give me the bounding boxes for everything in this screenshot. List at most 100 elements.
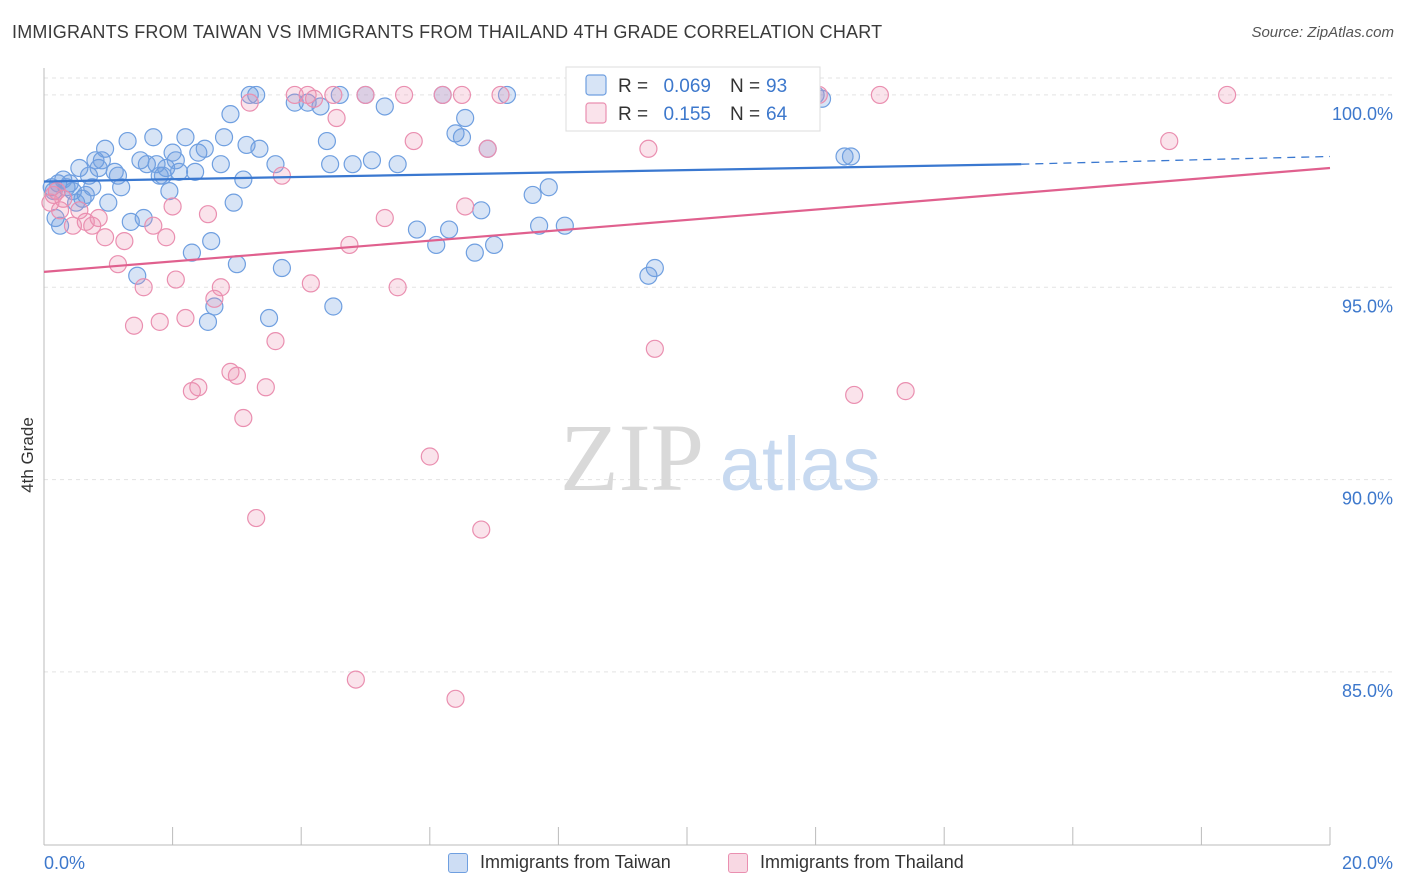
data-point: [375, 97, 394, 116]
data-point: [166, 151, 185, 170]
data-point: [144, 128, 163, 147]
legend-n-value: 64: [766, 104, 788, 125]
data-point: [645, 258, 664, 278]
data-point: [176, 308, 195, 328]
data-point: [166, 270, 185, 289]
source-label: Source: ZipAtlas.com: [1251, 24, 1394, 41]
legend-label-thailand: Immigrants from Thailand: [760, 852, 964, 872]
data-point: [198, 205, 218, 224]
data-point: [182, 243, 201, 262]
legend-n-value: 93: [766, 76, 787, 97]
data-point: [112, 178, 131, 197]
data-point: [327, 108, 346, 128]
data-point: [523, 185, 542, 205]
legend-n-label: N =: [730, 104, 760, 125]
data-point: [240, 85, 259, 105]
series-taiwan: [42, 85, 861, 331]
data-point: [301, 274, 320, 293]
data-point: [285, 85, 304, 105]
y-tick-label: 95.0%: [1342, 296, 1393, 316]
watermark-atlas: atlas: [720, 422, 881, 507]
legend-item-thailand[interactable]: Immigrants from Thailand: [728, 852, 964, 873]
data-point: [134, 278, 153, 297]
data-point: [160, 181, 179, 201]
trend-extension-taiwan: [1021, 155, 1331, 165]
data-point: [83, 178, 102, 197]
data-point: [404, 131, 423, 151]
legend-r-value: 0.069: [663, 76, 711, 97]
data-point: [134, 208, 153, 228]
data-point: [92, 151, 111, 170]
data-point: [446, 689, 465, 708]
data-point: [144, 216, 163, 235]
data-point: [163, 197, 182, 216]
data-point: [99, 193, 118, 212]
chart-title: IMMIGRANTS FROM TAIWAN VS IMMIGRANTS FRO…: [12, 22, 883, 42]
legend-swatch: [585, 74, 607, 96]
data-point: [108, 255, 128, 274]
data-point: [330, 85, 349, 105]
data-point: [95, 139, 115, 158]
data-point: [1160, 131, 1179, 151]
data-point: [362, 151, 382, 170]
legend-label-taiwan: Immigrants from Taiwan: [480, 852, 671, 872]
data-point: [95, 228, 115, 247]
data-point: [198, 312, 218, 331]
data-point: [439, 220, 459, 239]
data-point: [70, 201, 89, 220]
watermark: ZIP atlas: [560, 404, 880, 511]
bottom-legend: Immigrants from Taiwan Immigrants from T…: [0, 850, 1406, 880]
data-point: [321, 155, 340, 174]
data-point: [256, 378, 275, 397]
legend-swatch-thailand: [728, 852, 748, 873]
data-point: [388, 155, 407, 174]
data-point: [147, 155, 166, 174]
data-point: [186, 162, 205, 181]
data-point: [247, 508, 266, 528]
data-point: [124, 316, 144, 335]
data-point: [1218, 85, 1237, 105]
data-point: [54, 189, 73, 208]
data-point: [346, 670, 365, 689]
data-point: [465, 243, 484, 262]
data-point: [539, 178, 558, 197]
data-point: [70, 158, 89, 178]
data-point: [115, 231, 134, 251]
data-point: [841, 147, 861, 166]
data-point: [272, 258, 292, 278]
data-point: [221, 105, 240, 124]
data-point: [375, 208, 394, 228]
data-point: [50, 201, 70, 220]
data-point: [324, 297, 343, 316]
data-point: [234, 408, 253, 428]
y-tick-label: 100.0%: [1332, 104, 1393, 124]
legend-item-taiwan[interactable]: Immigrants from Taiwan: [448, 852, 671, 873]
gridlines: [44, 77, 1392, 673]
legend-n-label: N =: [730, 76, 760, 97]
data-point: [530, 216, 549, 235]
legend-r-label: R =: [618, 104, 648, 125]
data-point: [433, 85, 452, 105]
data-point: [485, 235, 504, 255]
data-points: [41, 85, 1237, 708]
data-point: [272, 166, 292, 185]
data-point: [304, 89, 324, 108]
data-point: [176, 128, 195, 147]
data-point: [240, 93, 259, 112]
data-point: [491, 85, 510, 105]
data-point: [205, 297, 224, 316]
data-point: [150, 312, 169, 331]
data-point: [259, 308, 279, 328]
data-point: [195, 139, 214, 158]
data-point: [835, 147, 854, 166]
data-point: [456, 197, 475, 216]
series-thailand: [41, 85, 1237, 708]
data-point: [214, 128, 234, 147]
data-point: [317, 131, 337, 151]
data-point: [227, 366, 246, 385]
data-point: [478, 139, 497, 158]
data-point: [472, 520, 491, 539]
y-tick-label: 85.0%: [1342, 681, 1393, 701]
data-point: [250, 139, 269, 158]
